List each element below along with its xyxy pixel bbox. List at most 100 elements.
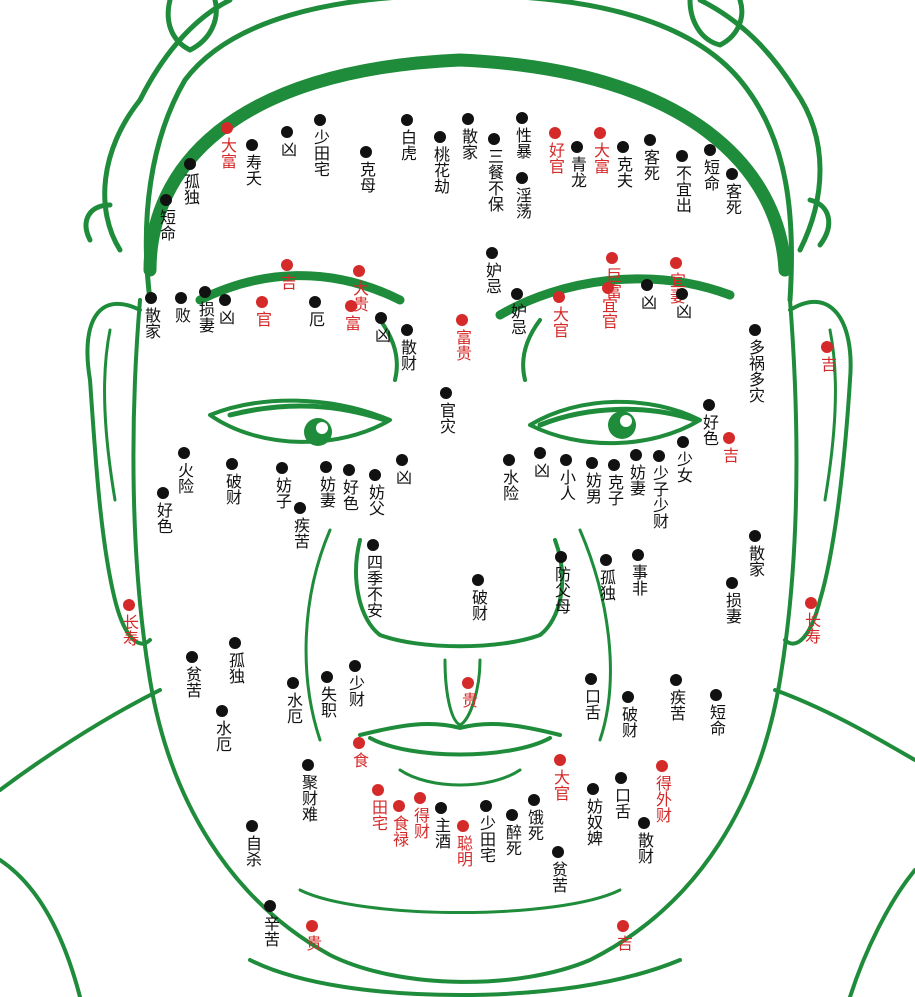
mole-label: 官灾 [437,402,456,434]
mole-label: 少子少财 [650,465,669,529]
mole-label: 败 [172,307,191,323]
mole-label: 水险 [500,469,519,501]
mole-label: 饿死 [525,809,544,841]
mole-dot [145,292,157,304]
left-eyebrow [195,271,405,305]
mole-label: 食 [350,752,369,768]
mole-label: 少田宅 [311,129,330,177]
mole-dot [360,146,372,158]
mole-label: 妨父 [366,484,385,516]
mole-label: 妒忌 [508,303,527,335]
mole-dot [555,551,567,563]
mole-dot [554,754,566,766]
mole-label: 妨奴婢 [584,798,603,846]
mole-label: 凶 [393,469,412,485]
mole-dot [587,783,599,795]
mole-label: 散财 [398,339,417,371]
mole-dot [401,324,413,336]
mole-label: 妨妻 [627,464,646,496]
mole-label: 食禄 [390,815,409,847]
mole-label: 富 [342,315,361,331]
mole-dot [321,671,333,683]
mole-dot [219,294,231,306]
left-eye [208,398,392,444]
mole-dot [486,247,498,259]
mole-label: 性暴 [513,127,532,159]
mole-dot [585,673,597,685]
mole-label: 得财 [411,807,430,839]
mole-label: 口舌 [582,688,601,720]
mole-dot [353,737,365,749]
mole-label: 破财 [619,706,638,738]
mole-label: 寿夭 [243,154,262,186]
mole-dot [434,131,446,143]
mole-label: 散财 [635,832,654,864]
mole-label: 淫荡 [513,187,532,219]
mole-dot [393,800,405,812]
mole-label: 散家 [746,545,765,577]
mole-dot [560,454,572,466]
mole-label: 火险 [175,462,194,494]
mole-dot [676,150,688,162]
mole-dot [256,296,268,308]
mole-dot [199,286,211,298]
mole-dot [440,387,452,399]
mole-dot [314,114,326,126]
mole-dot [302,759,314,771]
nose [354,538,565,649]
mole-dot [553,291,565,303]
mole-dot [372,784,384,796]
mole-dot [226,458,238,470]
mole-dot [653,450,665,462]
mole-label: 长寿 [802,612,821,644]
mole-dot [600,554,612,566]
mole-label: 好色 [700,414,719,446]
mole-label: 好色 [154,502,173,534]
mole-dot [677,436,689,448]
mole-dot [264,900,276,912]
mole-label: 小人 [557,469,576,501]
mole-dot [396,454,408,466]
mole-dot [472,574,484,586]
mole-dot [656,760,668,772]
mole-label: 青龙 [568,156,587,188]
mole-dot [281,259,293,271]
mole-label: 好官 [546,142,565,174]
mole-dot [276,462,288,474]
mole-dot [216,705,228,717]
mole-label: 克子 [605,474,624,506]
mole-label: 长寿 [120,614,139,646]
mole-label: 妒忌 [483,262,502,294]
mole-label: 自杀 [243,835,262,867]
mole-dot [805,597,817,609]
mole-label: 贫苦 [183,666,202,698]
mole-dot [528,794,540,806]
mole-label: 白虎 [398,129,417,161]
mole-dot [586,457,598,469]
mole-dot [186,651,198,663]
mole-label: 少女 [674,451,693,483]
mole-label: 损妻 [196,301,215,333]
mole-label: 大富 [218,137,237,169]
mole-dot [287,677,299,689]
mole-dot [503,454,515,466]
mole-label: 凶 [278,141,297,157]
mole-label: 水厄 [284,692,303,724]
mole-label: 辛苦 [261,915,280,947]
mole-dot [608,459,620,471]
mole-dot [345,300,357,312]
mole-label: 短命 [707,704,726,736]
mole-label: 吉 [720,447,739,463]
mole-label: 破财 [223,473,242,505]
mole-dot [281,126,293,138]
mole-label: 孤独 [226,652,245,684]
mole-label: 妨男 [583,472,602,504]
mole-dot [511,288,523,300]
mole-dot [726,168,738,180]
mole-dot [414,792,426,804]
mole-label: 桃花劫 [431,146,450,194]
mole-dot [480,800,492,812]
mole-dot [549,127,561,139]
mole-label: 得外财 [653,775,672,823]
